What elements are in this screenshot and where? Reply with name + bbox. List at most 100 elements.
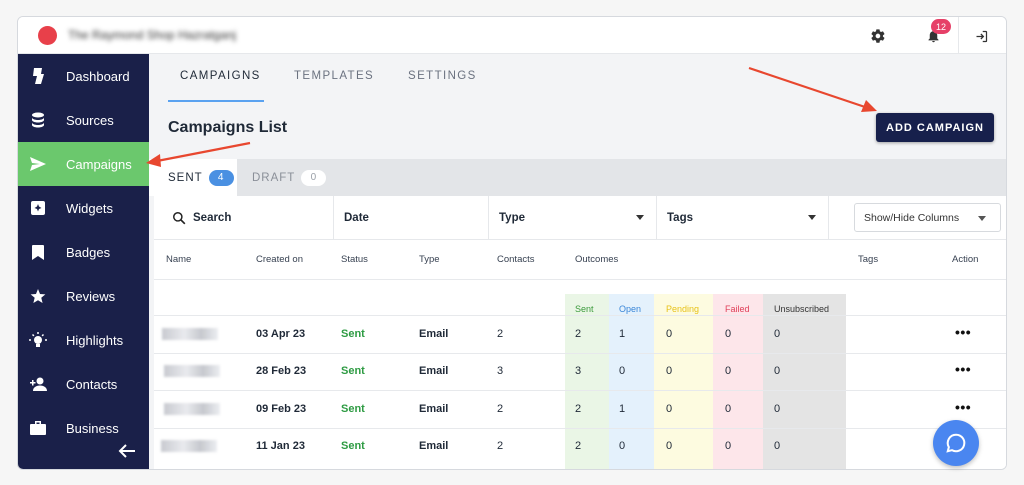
chevron-down-icon [636,215,644,220]
gear-icon [871,29,885,43]
search-icon [173,212,186,225]
unsubscribed-column-bg [763,294,846,469]
page-title: Campaigns List [168,119,288,136]
sidebar-item-highlights[interactable]: Highlights [18,318,149,362]
subtab-draft[interactable]: DRAFT 0 [252,159,327,196]
sidebar-item-contacts[interactable]: Contacts [18,362,149,406]
logout-icon [976,30,987,42]
header-created-on: Created on [256,254,304,265]
sent-count: 2 [575,440,582,452]
sidebar-item-campaigns[interactable]: Campaigns [18,142,149,186]
open-count: 0 [619,365,626,377]
outcome-sent-header: Sent [575,304,594,314]
shop-name: The Raymond Shop Hazratganj [68,28,237,42]
subtab-label: DRAFT [252,171,296,184]
sidebar-item-dashboard[interactable]: Dashboard [18,54,149,98]
widget-icon [18,201,58,215]
failed-column-bg [713,294,763,469]
arrow-left-icon [118,444,135,458]
shop-logo [38,26,57,45]
contacts-count: 2 [497,403,504,415]
type-filter-label: Type [499,212,525,224]
chevron-down-icon [978,216,986,221]
campaign-name-redacted [164,403,220,415]
main-content: CAMPAIGNS TEMPLATES SETTINGS Campaigns L… [149,54,1006,469]
dashboard-icon [18,67,58,85]
divider [154,428,1006,429]
campaign-name-redacted [164,365,220,377]
open-count: 1 [619,403,626,415]
created-date: 11 Jan 23 [256,440,305,452]
status-subtabs: SENT 4 DRAFT 0 [149,159,1006,196]
outcome-failed-header: Failed [725,304,750,314]
sidebar-item-sources[interactable]: Sources [18,98,149,142]
search-placeholder: Search [193,212,232,224]
tags-filter[interactable]: Tags [657,196,829,240]
failed-count: 0 [725,365,732,377]
type-filter[interactable]: Type [489,196,657,240]
sidebar-item-label: Business [66,420,119,436]
sent-column-bg [565,294,609,469]
logout-button[interactable] [966,21,996,51]
collapse-sidebar-button[interactable] [118,443,136,464]
chat-bubble-icon [946,433,966,453]
date-filter[interactable]: Date [334,196,489,240]
top-bar: The Raymond Shop Hazratganj 12 [18,17,1006,54]
sidebar-item-label: Sources [66,112,114,128]
row-actions-button[interactable]: ••• [955,324,972,340]
divider [154,390,1006,391]
sidebar-item-widgets[interactable]: Widgets [18,186,149,230]
header-type: Type [419,254,440,265]
sent-count: 2 [575,403,582,415]
contacts-icon [18,377,58,391]
tags-filter-label: Tags [667,212,693,224]
sidebar-item-label: Widgets [66,200,113,216]
subtab-label: SENT [168,171,203,184]
sidebar-item-badges[interactable]: Badges [18,230,149,274]
outcome-unsubscribed-header: Unsubscribed [774,304,830,314]
sidebar-item-label: Highlights [66,332,124,348]
notification-count-badge: 12 [931,19,951,34]
row-actions-button[interactable]: ••• [955,361,972,377]
bulb-icon [18,331,58,349]
send-icon [18,157,58,171]
tab-bar: CAMPAIGNS TEMPLATES SETTINGS [149,54,1006,102]
header-name: Name [166,254,192,265]
status-text: Sent [341,403,365,415]
type-text: Email [419,403,449,415]
sidebar-item-label: Reviews [66,288,116,304]
created-date: 28 Feb 23 [256,365,307,377]
tab-campaigns[interactable]: CAMPAIGNS [180,70,261,82]
contacts-count: 3 [497,365,504,377]
type-text: Email [419,328,449,340]
type-text: Email [419,440,449,452]
settings-button[interactable] [863,21,893,51]
subtab-sent[interactable]: SENT 4 [149,159,237,196]
help-chat-button[interactable] [933,420,979,466]
row-actions-button[interactable]: ••• [955,399,972,415]
unsubscribed-count: 0 [774,365,781,377]
campaign-name-redacted [161,440,217,452]
campaign-name-redacted [162,328,218,340]
tab-templates[interactable]: TEMPLATES [294,70,375,82]
outcome-open-header: Open [619,304,642,314]
draft-count-badge: 0 [301,169,327,186]
failed-count: 0 [725,440,732,452]
status-text: Sent [341,365,365,377]
sidebar-item-business[interactable]: Business [18,406,149,450]
campaigns-table: Name Created on Status Type Contacts Out… [154,240,1006,469]
tab-settings[interactable]: SETTINGS [408,70,477,82]
header-status: Status [341,254,368,265]
add-campaign-button[interactable]: ADD CAMPAIGN [876,113,994,142]
failed-count: 0 [725,328,732,340]
type-text: Email [419,365,449,377]
app-window: The Raymond Shop Hazratganj 12 Dashboar [17,16,1007,470]
open-count: 0 [619,440,626,452]
show-hide-columns-select[interactable]: Show/Hide Columns [854,203,1001,232]
filter-bar: Search Date Type Tags Show/Hide Columns [154,196,1006,240]
outcome-pending-header: Pending [666,304,700,314]
sidebar-item-reviews[interactable]: Reviews [18,274,149,318]
search-input[interactable]: Search [154,196,334,240]
date-filter-label: Date [344,212,369,224]
sidebar: Dashboard Sources Campaigns Widgets Badg… [18,54,149,469]
